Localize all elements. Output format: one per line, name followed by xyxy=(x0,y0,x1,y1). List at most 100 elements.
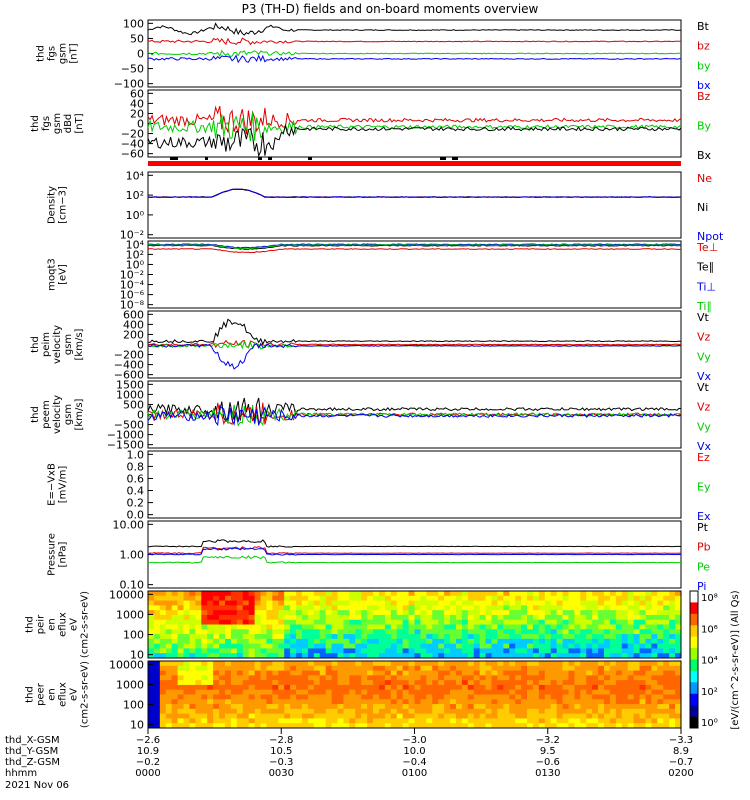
heatmap-cell xyxy=(290,600,297,606)
heatmap-cell xyxy=(598,675,605,681)
heatmap-cell xyxy=(177,629,184,635)
heatmap-cell xyxy=(313,600,321,606)
heatmap-cell xyxy=(420,689,427,695)
heatmap-cell xyxy=(390,665,398,671)
heatmap-cell xyxy=(301,648,309,654)
heatmap-cell xyxy=(450,680,457,686)
heatmap-cell xyxy=(503,643,510,649)
heatmap-cell xyxy=(384,653,392,659)
heatmap-cell xyxy=(367,661,374,667)
heatmap-cell xyxy=(153,638,161,645)
heatmap-cell xyxy=(568,708,575,715)
heatmap-cell xyxy=(325,694,332,700)
heatmap-cell xyxy=(408,675,415,681)
heatmap-cell xyxy=(254,600,261,606)
heatmap-cell xyxy=(189,595,196,601)
heatmap-cell xyxy=(307,634,315,640)
heatmap-cell xyxy=(568,694,575,700)
legend-entry: Pb xyxy=(697,541,711,554)
heatmap-cell xyxy=(633,634,640,640)
heatmap-cell xyxy=(509,614,516,621)
heatmap-cell xyxy=(390,689,398,695)
heatmap-cell xyxy=(408,619,415,625)
heatmap-cell xyxy=(556,708,563,715)
heatmap-cell xyxy=(349,694,356,700)
heatmap-cell xyxy=(230,699,238,705)
heatmap-cell xyxy=(663,718,670,724)
heatmap-cell xyxy=(224,643,232,649)
heatmap-cell xyxy=(266,694,273,700)
heatmap-cell xyxy=(580,643,587,649)
heatmap-cell xyxy=(301,708,309,715)
heatmap-cell xyxy=(153,680,161,686)
date-label: 2021 Nov 06 xyxy=(5,780,69,791)
heatmap-cell xyxy=(562,643,569,649)
heatmap-cell xyxy=(651,614,658,621)
heatmap-cell xyxy=(562,614,569,621)
heatmap-cell xyxy=(639,638,646,645)
heatmap-cell xyxy=(609,670,617,676)
heatmap-cell xyxy=(675,591,682,597)
heatmap-cell xyxy=(254,694,261,700)
heatmap-cell xyxy=(420,713,427,719)
heatmap-cell xyxy=(301,591,309,597)
heatmap-cell xyxy=(171,699,179,705)
heatmap-cell xyxy=(313,634,321,640)
heatmap-cell xyxy=(183,675,190,681)
heatmap-cell xyxy=(503,634,510,640)
heatmap-cell xyxy=(420,665,427,671)
heatmap-cell xyxy=(485,605,492,611)
heatmap-cell xyxy=(343,684,350,691)
heatmap-cell xyxy=(373,675,380,681)
heatmap-cell xyxy=(367,648,374,654)
heatmap-cell xyxy=(426,600,433,606)
heatmap-cell xyxy=(378,670,386,676)
heatmap-cell xyxy=(503,610,510,616)
heatmap-cell xyxy=(378,614,386,621)
heatmap-cell xyxy=(544,600,552,606)
heatmap-cell xyxy=(159,595,167,601)
heatmap-cell xyxy=(272,713,279,719)
heatmap-cell xyxy=(396,670,404,676)
legend-entry: Vz xyxy=(697,331,711,344)
heatmap-cell xyxy=(414,713,421,719)
heatmap-cell xyxy=(420,610,427,616)
legend-entry: by xyxy=(697,59,711,72)
heatmap-cell xyxy=(248,718,255,724)
heatmap-cell xyxy=(580,665,587,671)
heatmap-cell xyxy=(207,661,214,667)
heatmap-cell xyxy=(177,610,184,616)
heatmap-cell xyxy=(515,648,522,654)
heatmap-cell xyxy=(355,624,362,630)
heatmap-cell xyxy=(521,689,528,695)
heatmap-cell xyxy=(485,661,492,667)
heatmap-cell xyxy=(361,634,368,640)
heatmap-cell xyxy=(467,634,475,640)
heatmap-cell xyxy=(402,610,409,616)
heatmap-cell xyxy=(313,694,321,700)
heatmap-cell xyxy=(242,624,250,630)
heatmap-cell xyxy=(515,665,522,671)
heatmap-cell xyxy=(627,619,635,625)
legend-entry: Ez xyxy=(697,451,710,464)
heatmap-cell xyxy=(485,629,492,635)
heatmap-cell xyxy=(621,684,629,691)
heatmap-cell xyxy=(153,619,161,625)
heatmap-cell xyxy=(414,610,421,616)
heatmap-cell xyxy=(361,670,368,676)
heatmap-cell xyxy=(349,624,356,630)
heatmap-cell xyxy=(207,675,214,681)
y-tick-label: 0 xyxy=(137,48,144,61)
heatmap-cell xyxy=(396,591,404,597)
heatmap-cell xyxy=(544,605,552,611)
heatmap-cell xyxy=(296,718,303,724)
heatmap-cell xyxy=(598,661,605,667)
heatmap-cell xyxy=(479,694,486,700)
heatmap-cell xyxy=(307,723,315,729)
heatmap-cell xyxy=(521,718,528,724)
heatmap-cell xyxy=(390,624,398,630)
heatmap-cell xyxy=(367,694,374,700)
y-tick-label: 0.2 xyxy=(127,497,145,510)
heatmap-cell xyxy=(159,629,167,635)
heatmap-cell xyxy=(515,638,522,645)
